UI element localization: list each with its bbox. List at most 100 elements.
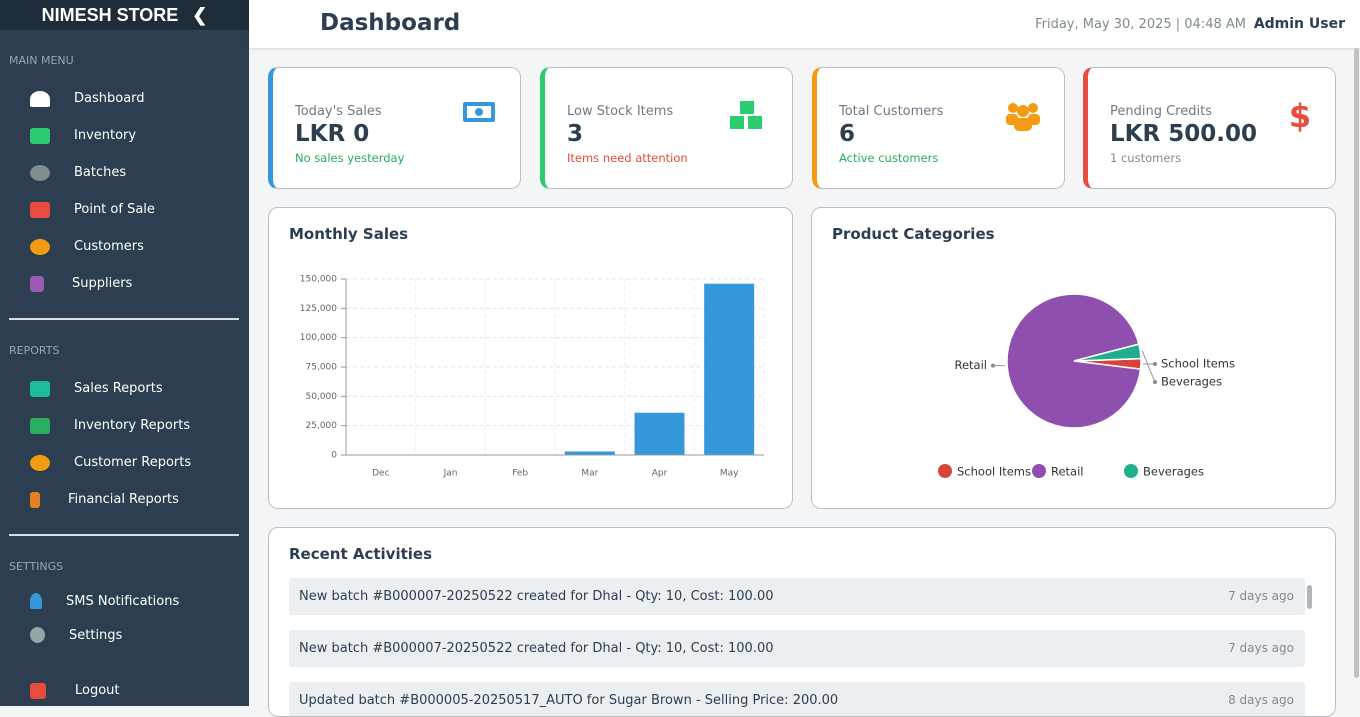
leader-line — [1141, 350, 1156, 383]
y-tick-label: 0 — [331, 451, 337, 461]
scrollbar[interactable] — [1307, 585, 1312, 609]
y-tick-label: 25,000 — [306, 421, 338, 431]
slice-label: School Items — [1161, 357, 1235, 371]
legend-label: Retail — [1051, 465, 1084, 479]
sidebar: NIMESH STORE ❮ MAIN MENU Dashboard Invent… — [0, 0, 249, 706]
stat-card: Pending Credits LKR 500.00 1 customers $ — [1083, 67, 1336, 189]
collapse-button[interactable]: ❮ — [192, 4, 208, 25]
y-tick-label: 125,000 — [300, 304, 337, 314]
x-tick-label: Apr — [652, 469, 668, 479]
leader-dot — [1153, 380, 1157, 385]
menu-label: Inventory — [74, 128, 137, 143]
stat-card: Low Stock Items 3 Items need attention — [540, 67, 793, 189]
pie-slice — [1006, 293, 1142, 429]
menu-label: Dashboard — [74, 91, 145, 106]
bar-chart: 0 25,000 50,000 75,000 100,000 125,000 150,000… — [300, 275, 765, 479]
pie-chart: School Items Retail Beverages School Items R… — [938, 293, 1235, 479]
dollar-icon: $ — [1289, 100, 1311, 134]
user-name[interactable]: Admin User — [1253, 16, 1345, 32]
bar — [564, 451, 615, 455]
menu-item[interactable]: SMS Notifications — [0, 584, 249, 618]
chart-card: Monthly Sales 0 25,000 50,000 75,000 100,000… — [268, 207, 793, 509]
y-tick-label: 50,000 — [306, 392, 338, 402]
card-value: 6 — [839, 121, 856, 147]
card-title: Total Customers — [839, 104, 944, 119]
menu-item[interactable]: Inventory Reports — [0, 407, 249, 444]
divider — [9, 534, 239, 536]
stat-card: Total Customers 6 Active customers — [812, 67, 1065, 189]
menu-item[interactable]: Point of Sale — [0, 191, 249, 228]
activity-time: 7 days ago — [1228, 641, 1294, 655]
legend-swatch — [1032, 464, 1046, 478]
leader-dot — [1153, 362, 1157, 367]
x-tick-label: Jan — [443, 469, 458, 479]
menu-item[interactable]: Batches — [0, 154, 249, 191]
legend-swatch — [938, 464, 952, 478]
menu-item[interactable]: Settings — [0, 618, 249, 652]
menu-item[interactable]: Suppliers — [0, 265, 249, 302]
card-title: Low Stock Items — [567, 104, 674, 119]
card-note: Items need attention — [567, 151, 688, 165]
chart-title: Product Categories — [832, 225, 995, 243]
activity-item: Updated batch #B000005-20250517_AUTO for… — [289, 682, 1305, 716]
section-title: REPORTS — [9, 344, 60, 357]
x-tick-label: Dec — [372, 469, 389, 479]
datetime: Friday, May 30, 2025 | 04:48 AM — [1035, 17, 1246, 32]
logout[interactable]: Logout — [0, 672, 120, 709]
brand: NIMESH STORE ❮ — [0, 0, 249, 30]
page-scrollbar[interactable] — [1354, 48, 1359, 678]
menu-label: Customer Reports — [74, 455, 192, 470]
money-icon — [463, 102, 495, 122]
menu-label: Suppliers — [72, 276, 133, 291]
pie-slice — [1073, 343, 1142, 362]
section-title: Recent Activities — [289, 545, 433, 563]
menu-label: Settings — [69, 627, 123, 643]
header: Dashboard Friday, May 30, 2025 | 04:48 A… — [249, 0, 1360, 48]
chart-card: Product Categories School Items Retail Bev… — [811, 207, 1336, 509]
card-value: LKR 500.00 — [1110, 121, 1257, 147]
activity-time: 7 days ago — [1228, 589, 1294, 603]
section-title: SETTINGS — [9, 560, 64, 573]
section-title: MAIN MENU — [9, 54, 74, 67]
y-tick-label: 150,000 — [300, 275, 337, 285]
page-title: Dashboard — [320, 10, 461, 36]
menu-label: Sales Reports — [74, 381, 163, 396]
leader-dot — [991, 363, 995, 368]
cubes-icon — [730, 101, 762, 129]
activities-card: Recent Activities New batch #B000007-202… — [268, 527, 1336, 717]
activity-time: 8 days ago — [1228, 693, 1294, 707]
menu-label: Customers — [74, 239, 144, 254]
activity-text: New batch #B000007-20250522 created for … — [299, 589, 774, 604]
card-value: 3 — [567, 121, 584, 147]
slice-label: Retail — [955, 358, 988, 372]
activity-item: New batch #B000007-20250522 created for … — [289, 630, 1305, 667]
card-note: Active customers — [839, 151, 939, 165]
bar — [704, 283, 755, 455]
bar — [634, 412, 685, 455]
menu-item[interactable]: Dashboard — [0, 80, 249, 117]
menu-item[interactable]: Sales Reports — [0, 370, 249, 407]
brand-name: NIMESH STORE — [41, 4, 179, 25]
activity-text: New batch #B000007-20250522 created for … — [299, 641, 774, 656]
menu-item[interactable]: Financial Reports — [0, 481, 249, 518]
menu-label: Point of Sale — [74, 202, 155, 217]
menu-label: Logout — [75, 683, 120, 698]
activity-item: New batch #B000007-20250522 created for … — [289, 578, 1305, 615]
menu-item[interactable]: Customer Reports — [0, 444, 249, 481]
menu-label: Inventory Reports — [74, 418, 191, 433]
legend-label: School Items — [957, 465, 1031, 479]
menu-item[interactable]: Inventory — [0, 117, 249, 154]
menu-label: SMS Notifications — [66, 593, 180, 609]
users-icon — [1006, 103, 1040, 131]
slice-label: Beverages — [1161, 375, 1222, 389]
menu-label: Financial Reports — [68, 492, 179, 507]
x-tick-label: May — [720, 469, 739, 479]
card-title: Today's Sales — [295, 104, 382, 119]
y-tick-label: 75,000 — [306, 363, 338, 373]
menu-item[interactable]: Customers — [0, 228, 249, 265]
divider — [9, 318, 239, 320]
x-tick-label: Feb — [512, 469, 528, 479]
card-note: No sales yesterday — [295, 151, 405, 165]
y-tick-label: 100,000 — [300, 333, 337, 343]
